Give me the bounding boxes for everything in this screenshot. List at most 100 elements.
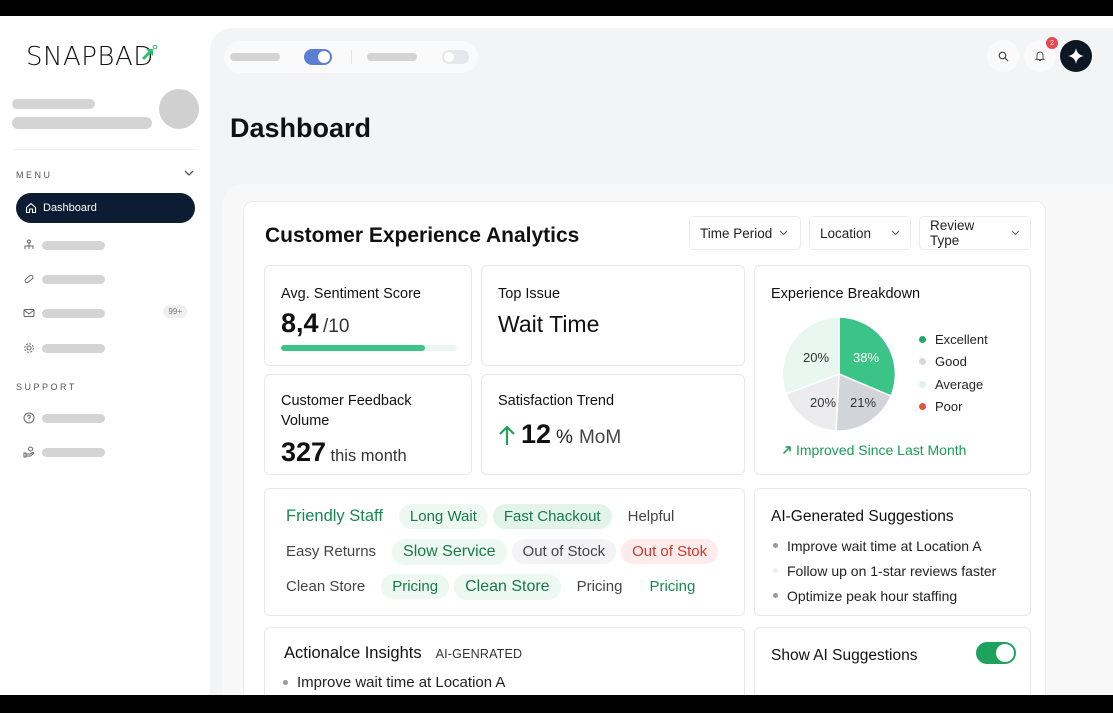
show-ai-suggestions-tile: Show AI Suggestions xyxy=(754,627,1031,695)
show-ai-suggestions-toggle[interactable] xyxy=(976,642,1016,664)
tag-row: Easy Returns Slow Service Out of Stock O… xyxy=(275,534,745,569)
analytics-card: Customer Experience Analytics Time Perio… xyxy=(243,201,1046,695)
sentiment-progress-bar xyxy=(281,345,457,351)
top-issue-value: Wait Time xyxy=(498,311,600,337)
trend-value: 12 xyxy=(521,419,552,449)
ai-assistant-button[interactable] xyxy=(1060,40,1092,72)
experience-pie-chart: 38% 21% 20% 20% xyxy=(783,316,895,432)
suggestion-list: Improve wait time at Location A Follow u… xyxy=(773,533,996,608)
legend-label: Excellent xyxy=(935,331,988,347)
pie-slice-good xyxy=(835,372,892,432)
secondary-toggle[interactable] xyxy=(442,50,469,64)
bullet-icon xyxy=(773,543,778,548)
tag[interactable]: Clean Store xyxy=(454,573,561,600)
suggestion-item: Follow up on 1-star reviews faster xyxy=(773,558,996,583)
sidebar-item-support[interactable] xyxy=(22,444,197,460)
legend-label: Poor xyxy=(935,399,963,415)
insight-list: Improve wait time at Location A xyxy=(283,670,505,695)
brand-logo[interactable]: SNAPBAD xyxy=(26,42,154,72)
tag[interactable]: Long Wait xyxy=(398,504,488,529)
experience-breakdown-tile: Experience Breakdown 38% 21% 20% 20% Exc… xyxy=(754,265,1031,475)
sidebar-item-messages[interactable]: 99+ xyxy=(22,305,197,321)
arrow-up-right-icon xyxy=(782,446,791,455)
legend-label: Good xyxy=(935,354,967,370)
feedback-tags-tile: Friendly Staff Long Wait Fast Chackout H… xyxy=(264,488,745,616)
chevron-down-icon xyxy=(1011,230,1020,236)
sidebar-item-placeholder xyxy=(42,308,105,318)
tag[interactable]: Out of Stock xyxy=(511,539,617,564)
legend-item-poor: Poor xyxy=(919,396,988,419)
tag[interactable]: Clean Store xyxy=(286,578,366,595)
tag[interactable]: Out of Stok xyxy=(621,539,719,564)
pie-slice-excellent xyxy=(838,316,895,397)
filter-label: Time Period xyxy=(700,225,773,241)
gear-icon xyxy=(22,341,36,355)
link-icon xyxy=(22,272,36,286)
sidebar-item-structure[interactable] xyxy=(22,237,197,253)
sidebar-item-placeholder xyxy=(42,274,105,284)
review-type-filter[interactable]: Review Type xyxy=(919,216,1031,250)
sidebar-item-dashboard[interactable]: Dashboard xyxy=(16,193,195,223)
legend-label: Average xyxy=(935,376,984,392)
legend-item-excellent: Excellent xyxy=(919,328,988,351)
actionable-insights-tile: Actionalce Insights AI-GENRATED Improve … xyxy=(264,627,745,695)
chevron-down-icon[interactable] xyxy=(184,168,194,178)
tag[interactable]: Friendly Staff xyxy=(286,507,383,525)
filter-label: Location xyxy=(820,225,872,241)
feedback-value-row: 327 this month xyxy=(281,437,407,468)
sidebar-item-links[interactable] xyxy=(22,271,197,287)
sidebar-item-help[interactable] xyxy=(22,410,197,426)
tag[interactable]: Pricing xyxy=(576,578,623,595)
top-controls-bar xyxy=(224,41,478,73)
logo-arrow-icon xyxy=(141,44,158,61)
tag[interactable]: Easy Returns xyxy=(286,543,377,560)
pie-slice-average-gray xyxy=(785,372,840,432)
bullet-icon xyxy=(283,680,288,685)
control-placeholder xyxy=(230,53,280,61)
suggestion-item: Optimize peak hour staffing xyxy=(773,583,996,608)
hand-heart-icon xyxy=(22,445,36,459)
unread-count-badge: 99+ xyxy=(163,305,187,318)
pie-label: 20% xyxy=(803,350,829,365)
sidebar-item-placeholder xyxy=(42,343,105,353)
legend-dot xyxy=(919,380,926,388)
legend-dot xyxy=(919,403,926,411)
feedback-count: 327 xyxy=(281,437,327,467)
suggestion-text: Optimize peak hour staffing xyxy=(787,587,958,604)
insight-item: Improve wait time at Location A xyxy=(283,670,505,695)
chevron-down-icon xyxy=(891,230,900,236)
pie-legend: Excellent Good Average Poor xyxy=(919,328,988,418)
sidebar-item-placeholder xyxy=(42,447,105,457)
location-filter[interactable]: Location xyxy=(809,216,911,250)
tile-label: Top Issue xyxy=(498,286,561,302)
filter-label: Review Type xyxy=(930,218,975,248)
mail-icon xyxy=(22,306,36,320)
main-area: 2 Dashboard Customer Experience Analytic… xyxy=(210,28,1113,695)
trend-percent: % xyxy=(556,427,573,448)
sidebar: SNAPBAD MENU Dashboard xyxy=(0,16,210,695)
tag[interactable]: Slow Service xyxy=(392,538,507,565)
control-placeholder xyxy=(367,53,417,61)
user-avatar[interactable] xyxy=(159,89,199,129)
page-title: Dashboard xyxy=(230,113,372,143)
tag[interactable]: Pricing xyxy=(381,574,450,599)
feedback-unit: this month xyxy=(330,447,407,465)
notifications-button[interactable]: 2 xyxy=(1024,37,1058,72)
arrow-up-icon xyxy=(499,424,515,445)
bullet-icon xyxy=(773,593,778,598)
sidebar-item-settings[interactable] xyxy=(22,340,197,356)
primary-toggle[interactable] xyxy=(304,49,332,65)
help-circle-icon xyxy=(22,411,36,425)
insights-title: Actionalce Insights xyxy=(284,644,422,662)
sentiment-score-tile: Avg. Sentiment Score 8,4 /10 xyxy=(264,265,472,366)
trend-unit: MoM xyxy=(578,427,622,448)
user-name-placeholder xyxy=(12,99,95,109)
tag[interactable]: Pricing xyxy=(649,578,696,595)
tag[interactable]: Helpful xyxy=(627,508,675,525)
search-button[interactable] xyxy=(987,40,1019,72)
time-period-filter[interactable]: Time Period xyxy=(689,216,801,250)
satisfaction-trend-tile: Satisfaction Trend 12 % MoM xyxy=(481,374,745,475)
tile-label: Experience Breakdown xyxy=(771,286,921,302)
tag[interactable]: Fast Chackout xyxy=(492,504,612,529)
sidebar-item-placeholder xyxy=(42,413,105,423)
